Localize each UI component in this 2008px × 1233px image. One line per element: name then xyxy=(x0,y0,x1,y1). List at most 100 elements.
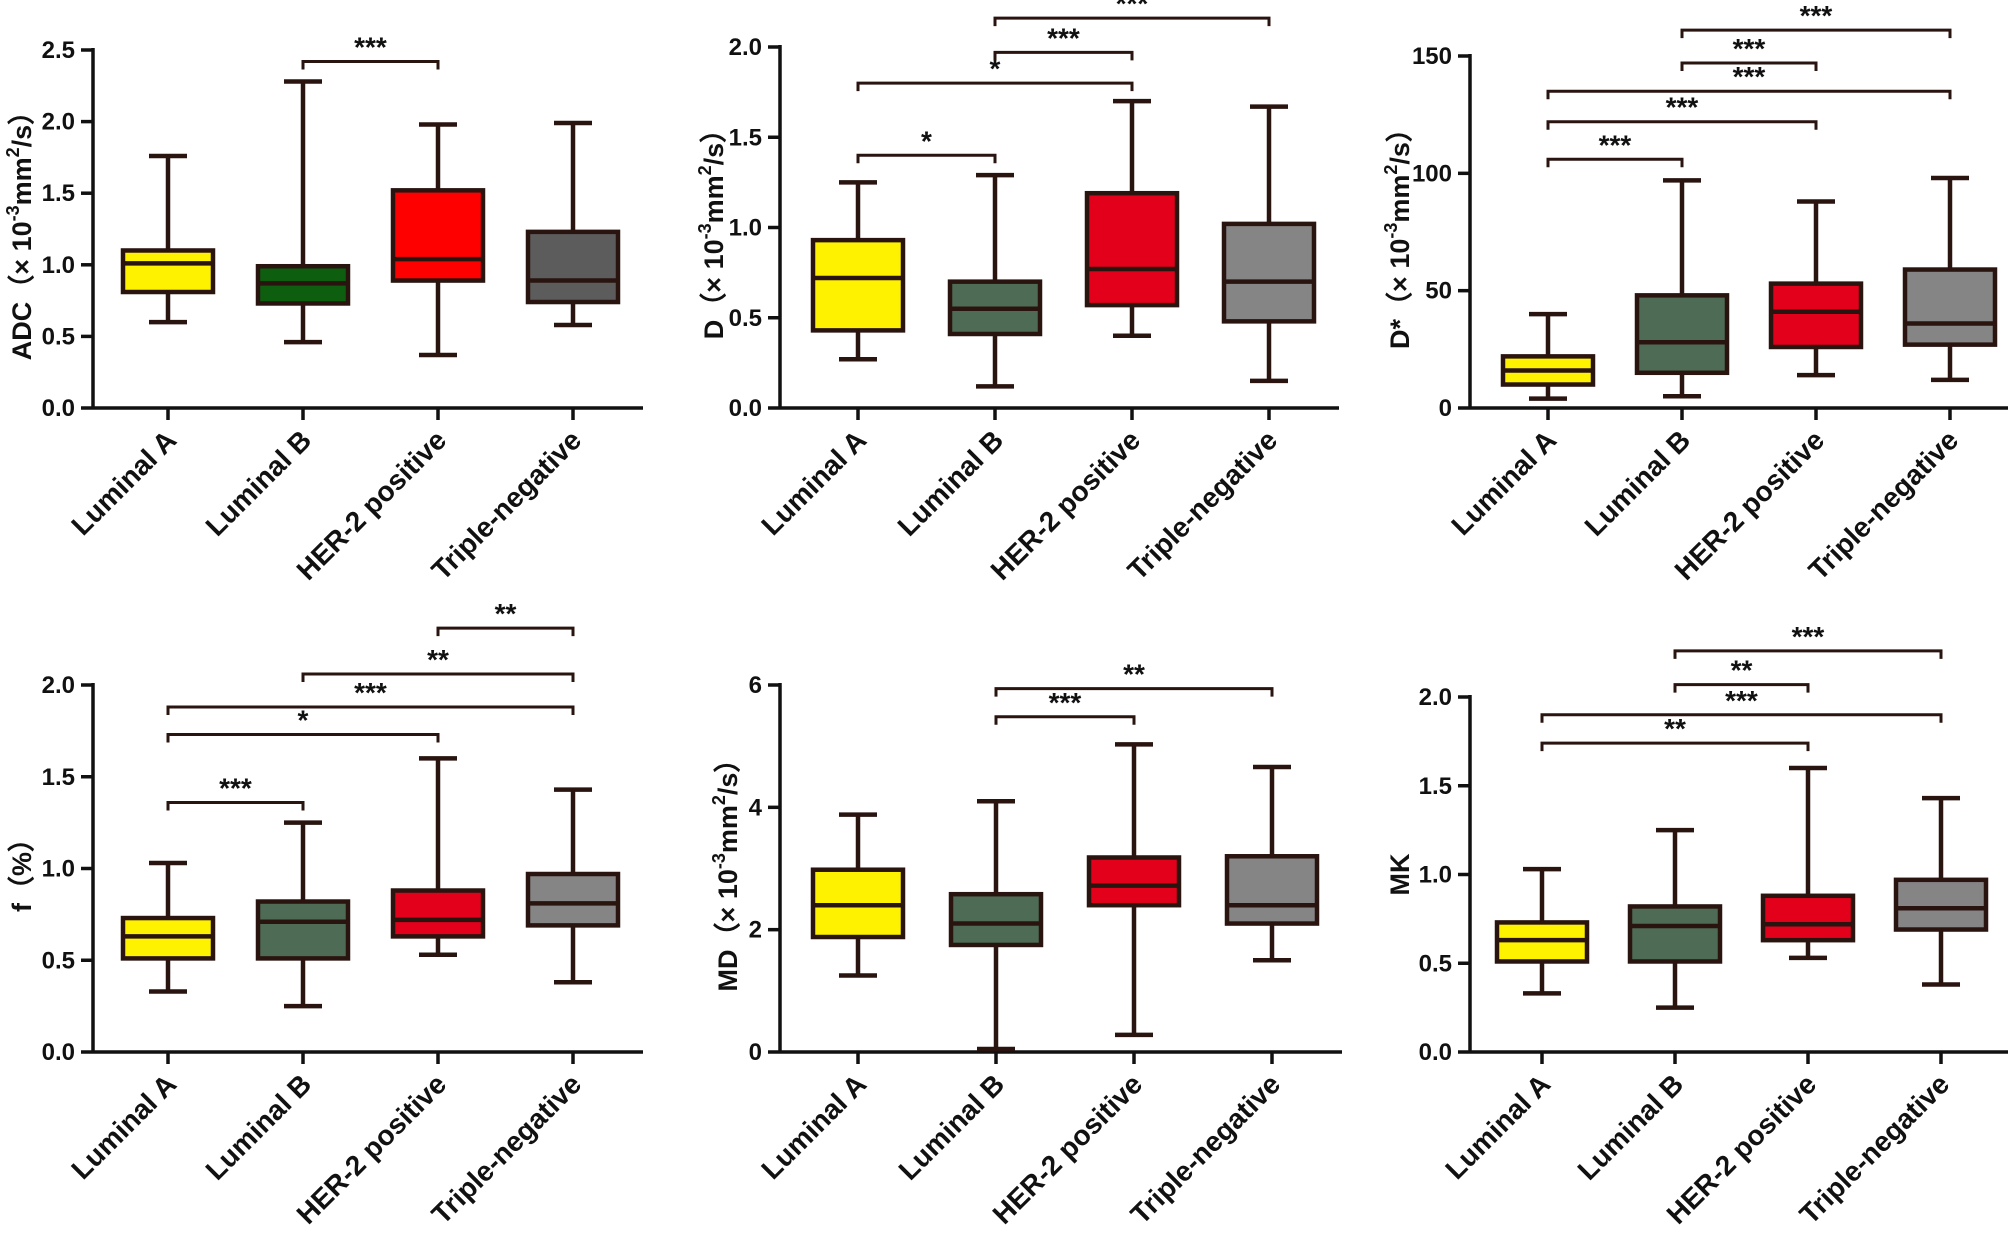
significance-label: ** xyxy=(1731,655,1753,686)
significance-label: *** xyxy=(1666,92,1699,123)
box-iqr xyxy=(525,871,621,928)
y-axis-label-part: MD（× 10 xyxy=(713,869,743,991)
box-iqr xyxy=(1627,904,1723,964)
bracket-line xyxy=(1673,683,1810,693)
box-0 xyxy=(120,153,216,325)
y-tick-label: 0.0 xyxy=(42,1039,75,1066)
x-category-label: Luminal A xyxy=(1445,424,1562,541)
x-category-label: HER-2 positive xyxy=(985,424,1147,586)
y-tick-label: 1.0 xyxy=(42,856,75,883)
y-tick-label: 2.0 xyxy=(42,672,75,699)
x-category-label: Luminal B xyxy=(200,1068,318,1186)
x-category-label: Luminal B xyxy=(893,1068,1011,1186)
significance-label: *** xyxy=(1792,621,1825,652)
significance-bracket: *** xyxy=(166,772,305,811)
bracket-line xyxy=(1680,61,1818,72)
bracket-line xyxy=(856,81,1134,92)
significance-bracket: *** xyxy=(1546,92,1818,130)
x-category-label: Luminal B xyxy=(1572,1068,1690,1186)
y-tick-label: 6 xyxy=(749,672,762,699)
significance-label: * xyxy=(990,53,1001,84)
x-category-label: Luminal B xyxy=(200,424,318,542)
box-iqr xyxy=(948,891,1044,948)
bracket-line xyxy=(1540,713,1943,723)
significance-bracket: * xyxy=(856,125,997,164)
significance-bracket: *** xyxy=(1546,61,1952,100)
box-2 xyxy=(1086,742,1182,1038)
y-axis-label-part: /s） xyxy=(699,116,729,166)
y-tick-label: 0 xyxy=(1439,395,1452,422)
box-0 xyxy=(120,860,216,994)
y-axis-label-part: -3 xyxy=(709,853,729,869)
y-axis-label-part: /s） xyxy=(7,98,37,148)
box-3 xyxy=(1224,764,1320,963)
significance-bracket: *** xyxy=(301,31,440,70)
box-iqr xyxy=(525,229,621,305)
y-axis-label-part: D（× 10 xyxy=(699,239,729,339)
box-iqr xyxy=(1224,854,1320,926)
y-axis-label-part: 2 xyxy=(709,795,729,805)
significance-bracket: *** xyxy=(1680,33,1818,72)
box-3 xyxy=(1902,175,1998,383)
y-tick-label: 4 xyxy=(749,794,763,821)
bracket-line xyxy=(1673,649,1943,659)
bracket-line xyxy=(1546,89,1952,100)
box-0 xyxy=(1494,866,1590,996)
significance-label: ** xyxy=(427,644,449,675)
bracket-line xyxy=(1546,157,1684,168)
bracket-line xyxy=(1546,120,1818,130)
bracket-line xyxy=(993,16,1271,27)
box-0 xyxy=(1500,311,1596,401)
significance-bracket: *** xyxy=(993,22,1134,61)
significance-bracket: ** xyxy=(1673,655,1810,693)
bracket-line xyxy=(166,800,305,811)
y-tick-label: 100 xyxy=(1412,160,1452,187)
y-axis-label-part: /s） xyxy=(713,746,743,796)
significance-label: *** xyxy=(354,677,387,708)
y-axis-label-part: mm xyxy=(7,157,37,205)
significance-bracket: *** xyxy=(1680,0,1952,39)
bracket-line xyxy=(1680,28,1952,39)
box-iqr xyxy=(1221,221,1317,324)
box-1 xyxy=(255,79,351,345)
x-category-label: Luminal A xyxy=(65,424,182,541)
y-tick-label: 50 xyxy=(1425,278,1452,305)
bracket-line xyxy=(856,153,997,164)
x-category-label: Luminal A xyxy=(65,1068,182,1185)
box-iqr xyxy=(390,188,486,283)
significance-bracket: * xyxy=(166,705,440,743)
significance-label: *** xyxy=(1599,129,1632,160)
bracket-line xyxy=(166,733,440,743)
x-category-label: Luminal B xyxy=(1579,424,1697,542)
y-axis-label: D（× 10-3mm2/s） xyxy=(695,116,729,339)
significance-label: ** xyxy=(1664,713,1686,744)
y-axis-label-part: 2 xyxy=(695,165,715,175)
box-1 xyxy=(1627,827,1723,1010)
y-axis-label-part: 2 xyxy=(1381,165,1401,175)
y-axis-label-part: -3 xyxy=(695,223,715,239)
x-category-label: Luminal A xyxy=(1439,1068,1556,1185)
y-tick-label: 0.0 xyxy=(1419,1039,1452,1066)
box-iqr xyxy=(1084,190,1180,308)
y-tick-label: 0.5 xyxy=(42,323,75,350)
y-tick-label: 2.0 xyxy=(42,109,75,136)
significance-bracket: *** xyxy=(166,677,575,716)
significance-bracket: * xyxy=(856,53,1134,92)
y-axis-label: ADC（× 10-3mm2/s） xyxy=(3,98,37,360)
y-axis-label-part: mm xyxy=(699,175,729,223)
y-tick-label: 1.0 xyxy=(1419,862,1452,889)
significance-label: * xyxy=(921,125,932,156)
x-category-label: Luminal A xyxy=(755,424,872,541)
y-axis-label-part: MK xyxy=(1385,853,1415,895)
y-tick-label: 1.0 xyxy=(729,215,762,242)
box-1 xyxy=(947,172,1043,389)
y-tick-label: 0 xyxy=(749,1039,762,1066)
bracket-line xyxy=(301,59,440,70)
y-axis-label-part: f（%） xyxy=(7,825,37,912)
x-category-label: Triple-negative xyxy=(1125,1068,1287,1230)
y-tick-label: 1.5 xyxy=(42,180,75,207)
bracket-line xyxy=(1540,741,1810,752)
